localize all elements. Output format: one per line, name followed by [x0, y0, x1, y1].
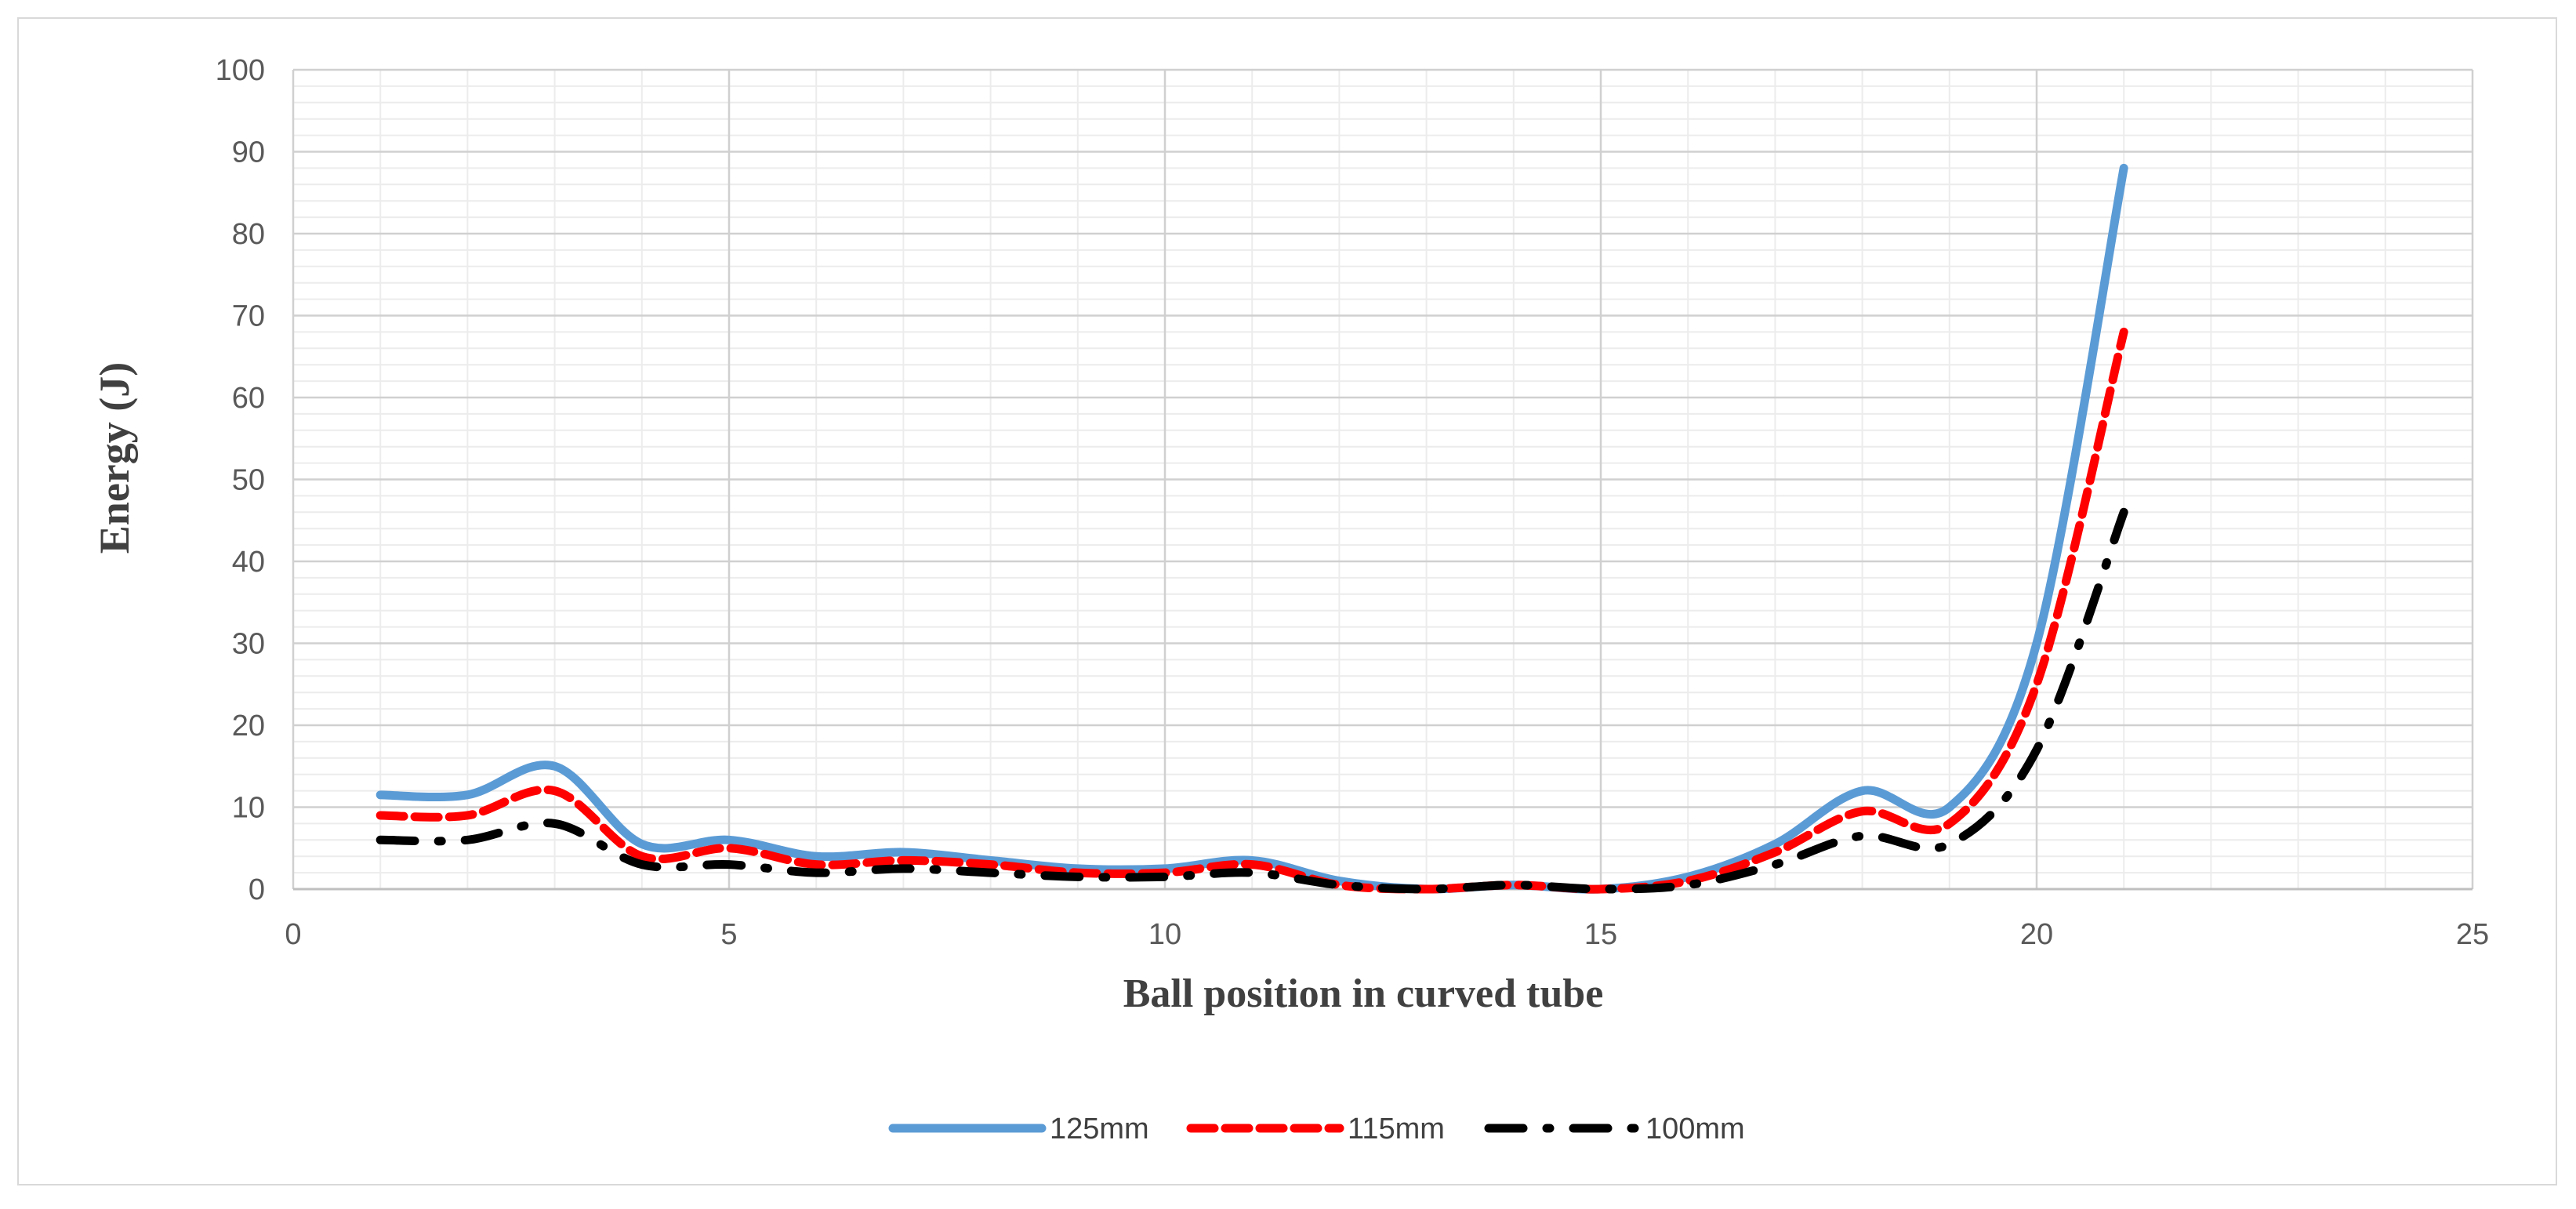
y-axis-title: Energy (J)	[91, 362, 138, 554]
y-tick-label: 40	[232, 546, 265, 579]
series-line-100mm	[376, 507, 2128, 894]
x-tick-label: 15	[1584, 918, 1617, 951]
y-tick-label: 100	[216, 54, 265, 87]
x-tick-label: 0	[285, 918, 301, 951]
y-tick-label: 30	[232, 628, 265, 661]
x-tick-label: 5	[720, 918, 737, 951]
x-tick-label: 20	[2020, 918, 2053, 951]
y-tick-label: 60	[232, 382, 265, 415]
legend-label-115mm: 115mm	[1348, 1113, 1445, 1145]
y-tick-label: 80	[232, 218, 265, 251]
y-tick-label: 20	[232, 710, 265, 742]
y-tick-label: 50	[232, 464, 265, 497]
y-tick-label: 0	[249, 873, 265, 906]
y-tick-label: 70	[232, 300, 265, 333]
y-tick-label: 90	[232, 136, 265, 169]
x-axis-title: Ball position in curved tube	[1123, 971, 1604, 1016]
chart-frame: 0 10 20 30 40 50 60 70 80 90 100 0 5 10 15 20 25 Energy …	[17, 17, 2557, 1185]
y-tick-label: 10	[232, 792, 265, 825]
x-tick-label: 10	[1148, 918, 1181, 951]
legend-label-100mm: 100mm	[1645, 1113, 1745, 1145]
series-layer	[376, 163, 2128, 894]
x-tick-label: 25	[2456, 918, 2489, 951]
legend: 125mm 115mm 100mm	[888, 1113, 1745, 1145]
grid-layer	[292, 68, 2474, 891]
legend-label-125mm: 125mm	[1050, 1113, 1149, 1145]
axis-layer: 0 10 20 30 40 50 60 70 80 90 100 0 5 10 15 20 25	[216, 54, 2490, 951]
line-chart: 0 10 20 30 40 50 60 70 80 90 100 0 5 10 15 20 25 Energy …	[91, 54, 2490, 1145]
